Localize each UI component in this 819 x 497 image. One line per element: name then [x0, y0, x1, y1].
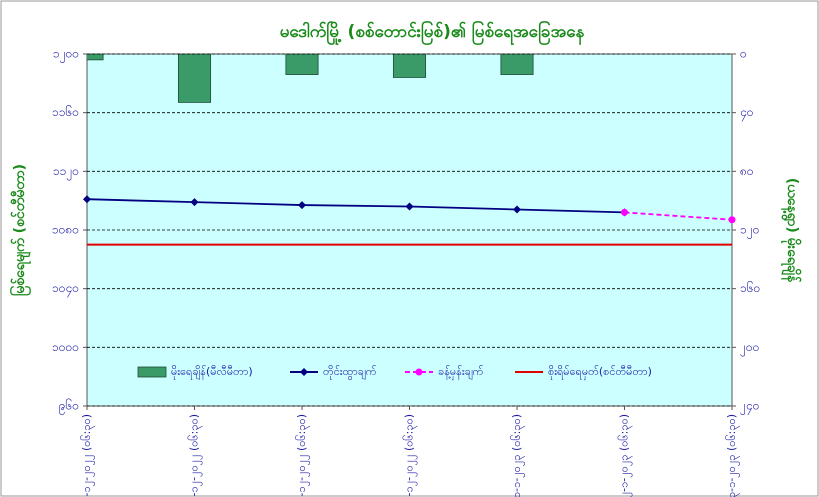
- y-tick-label: ၁၂၀၀: [53, 47, 79, 64]
- chart-title: မဒေါက်မြို့ (စစ်တောင်းမြစ်)၏ မြစ်ရေအခြေအ…: [280, 19, 585, 46]
- legend-label: စိုးရိမ်ရေမှတ်(စင်တီမီတာ): [548, 365, 652, 380]
- y-tick-label: ၁၀၈၀: [52, 223, 79, 237]
- x-tick-label: ၃-၁-၂၀၂၃ (၀၆:၃၀): [725, 414, 740, 497]
- plot-clip: [87, 54, 732, 246]
- legend-label: ခန့်မှန်းချက်: [438, 365, 484, 380]
- x-tick-label: ၂၉-၁၂-၂၀၂၂ (၀၆:၃၀): [188, 414, 203, 497]
- point-marker: [621, 208, 628, 216]
- y-tick-label: ၉၆၀: [59, 398, 79, 416]
- y-tick-label: ၁၀၄၀: [52, 281, 79, 298]
- point-marker: [513, 205, 521, 214]
- x-tick-label: ၂၈-၁၂-၂၀၂၂ (၀၆:၃၀): [80, 414, 95, 497]
- y2-tick-label: ၀: [740, 47, 747, 61]
- x-tick-label: ၃၀-၁၂-၂၀၂၂ (၀၆:၃၀): [295, 414, 310, 497]
- bar: [285, 54, 319, 75]
- legend-label: တိုင်းထွာချက်: [323, 365, 377, 380]
- y-tick-label: ၁၀၀၀: [52, 340, 79, 354]
- x-tick-label: ၁-၁-၂၀၂၃ (၀၆:၃၀): [510, 414, 525, 497]
- bar: [500, 54, 534, 75]
- y2-tick-label: ၂၀၀: [740, 340, 759, 357]
- y2-axis-title: (ယနေ့ရွာ) မိုးရေချိန်: [781, 178, 801, 283]
- bar: [87, 54, 104, 61]
- legend-marker: [300, 368, 308, 376]
- y2-tick-label: ၁၆၀: [740, 280, 760, 295]
- x-tick-label: ၂-၁-၂၀၂၃ (၀၆:၃၀): [618, 414, 633, 497]
- y2-tick-label: ၄၀: [740, 105, 754, 122]
- y-tick-label: ၁၁၆၀: [52, 104, 79, 119]
- bar: [392, 54, 427, 78]
- point-marker: [405, 202, 414, 211]
- y-axis-title: မြစ်ရေမျက် (စင်တီမီတာ): [10, 164, 31, 296]
- y-tick-label: ၁၁၂၀: [53, 164, 79, 181]
- point-marker: [190, 198, 199, 207]
- line-series: [624, 211, 732, 221]
- x-tick-label: ၃၁-၁၂-၂၀၂၂ (၀၆:၃၀): [403, 414, 418, 497]
- bar: [177, 54, 212, 103]
- y2-tick-label: ၁၂၀: [740, 223, 759, 240]
- y2-tick-label: ၈၀: [740, 164, 754, 178]
- y2-tick-label: ၂၄၀: [740, 399, 759, 416]
- point-marker: [728, 216, 736, 224]
- line-series: [87, 198, 625, 214]
- legend-swatch: [137, 366, 167, 378]
- point-marker: [298, 201, 306, 210]
- point-marker: [83, 195, 91, 204]
- legend-label: မိုးရေချိန်(မီလီမီတာ): [171, 365, 253, 380]
- legend-marker: [415, 368, 423, 376]
